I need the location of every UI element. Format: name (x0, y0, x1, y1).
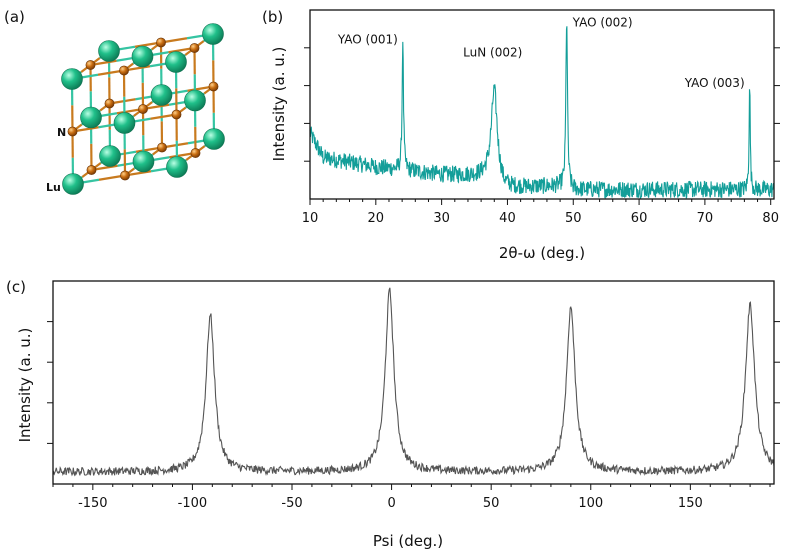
n-atom (85, 60, 96, 70)
n-atom (171, 109, 182, 120)
panel-a-label: (a) (4, 8, 25, 26)
chart-b-peak-label: YAO (001) (337, 32, 398, 46)
panel-b-label: (b) (262, 8, 283, 26)
n-atom (120, 170, 130, 181)
panel-c-label: (c) (6, 278, 26, 296)
chart-c-ylabel: Intensity (a. u.) (16, 328, 34, 443)
chart-c-x-tick-label: -50 (281, 496, 302, 511)
lu-atom (80, 106, 102, 129)
chart-b-x-tick-label: 50 (565, 211, 582, 226)
atom-label-n: N (57, 126, 66, 139)
n-atom (208, 81, 219, 92)
panel-b: (b) 10 20 30 40 50 60 70 80 YAO (001) LuN (002) YA… (262, 8, 780, 262)
panel-c: (c) -150 -100 -50 0 50 100 150 Psi (deg.) Inte… (6, 278, 780, 550)
chart-c-x-tick-label: 50 (483, 496, 500, 511)
crystal-structure (61, 23, 225, 195)
chart-b-x-tick-label: 10 (302, 211, 319, 226)
chart-b-x-tick-label: 70 (697, 211, 714, 226)
n-atom (86, 165, 97, 175)
chart-b-x-tick-label: 30 (433, 211, 450, 226)
chart-b-x-tick-label: 80 (762, 211, 779, 226)
chart-b-frame (309, 9, 775, 200)
n-atom (190, 148, 201, 158)
lu-atom (184, 89, 206, 112)
chart-c-x-tick-label: 100 (578, 496, 603, 511)
n-atom (119, 65, 129, 76)
chart-b-x-tick-label: 40 (499, 211, 516, 226)
chart-b-ylabel: Intensity (a. u.) (270, 47, 288, 162)
lu-atom (61, 68, 83, 90)
chart-c-series-line (52, 287, 775, 477)
n-atom (156, 37, 166, 48)
lu-atom (131, 45, 154, 68)
chart-b-peak-label: LuN (002) (463, 45, 522, 59)
panel-a: (a) N Lu (4, 8, 225, 195)
chart-c-x-tick-label: 0 (387, 496, 395, 511)
lu-atom (98, 40, 120, 62)
chart-c-xlabel: Psi (deg.) (373, 532, 443, 550)
lu-atom (62, 173, 84, 195)
lu-atom (202, 23, 224, 45)
chart-b-xlabel: 2θ-ω (deg.) (499, 244, 585, 262)
atom-label-lu: Lu (46, 181, 61, 194)
n-atom (189, 43, 200, 53)
chart-b: 10 20 30 40 50 60 70 80 YAO (001) LuN (002) YAO (0… (302, 16, 780, 226)
chart-c-x-tick-label: -150 (78, 496, 108, 511)
chart-b-x-tick-label: 60 (631, 211, 648, 226)
lu-atom (132, 150, 155, 173)
chart-b-series-line (309, 26, 775, 200)
chart-b-peak-label: YAO (003) (684, 76, 745, 90)
chart-c-x-tick-label: -100 (178, 496, 208, 511)
n-atom (138, 104, 148, 114)
chart-c-x-tick-label: 150 (678, 496, 703, 511)
chart-c: -150 -100 -50 0 50 100 150 (47, 287, 780, 511)
lu-atom (113, 112, 136, 134)
n-atom (157, 142, 167, 153)
lu-atom (203, 128, 225, 150)
lu-atom (150, 84, 173, 106)
chart-b-peak-label: YAO (002) (572, 16, 633, 30)
lu-atom (99, 145, 121, 167)
lu-atom (166, 156, 188, 178)
chart-b-x-tick-label: 20 (368, 211, 385, 226)
chart-c-frame (52, 280, 775, 485)
n-atom (67, 126, 78, 137)
lu-atom (165, 51, 187, 73)
n-atom (104, 98, 115, 109)
